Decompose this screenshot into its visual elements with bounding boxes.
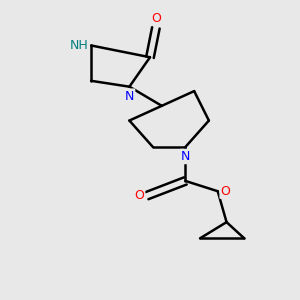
Text: O: O	[151, 12, 161, 25]
Text: NH: NH	[69, 39, 88, 52]
Text: N: N	[181, 150, 190, 163]
Text: O: O	[134, 189, 144, 202]
Text: N: N	[125, 90, 134, 103]
Text: O: O	[221, 185, 230, 198]
